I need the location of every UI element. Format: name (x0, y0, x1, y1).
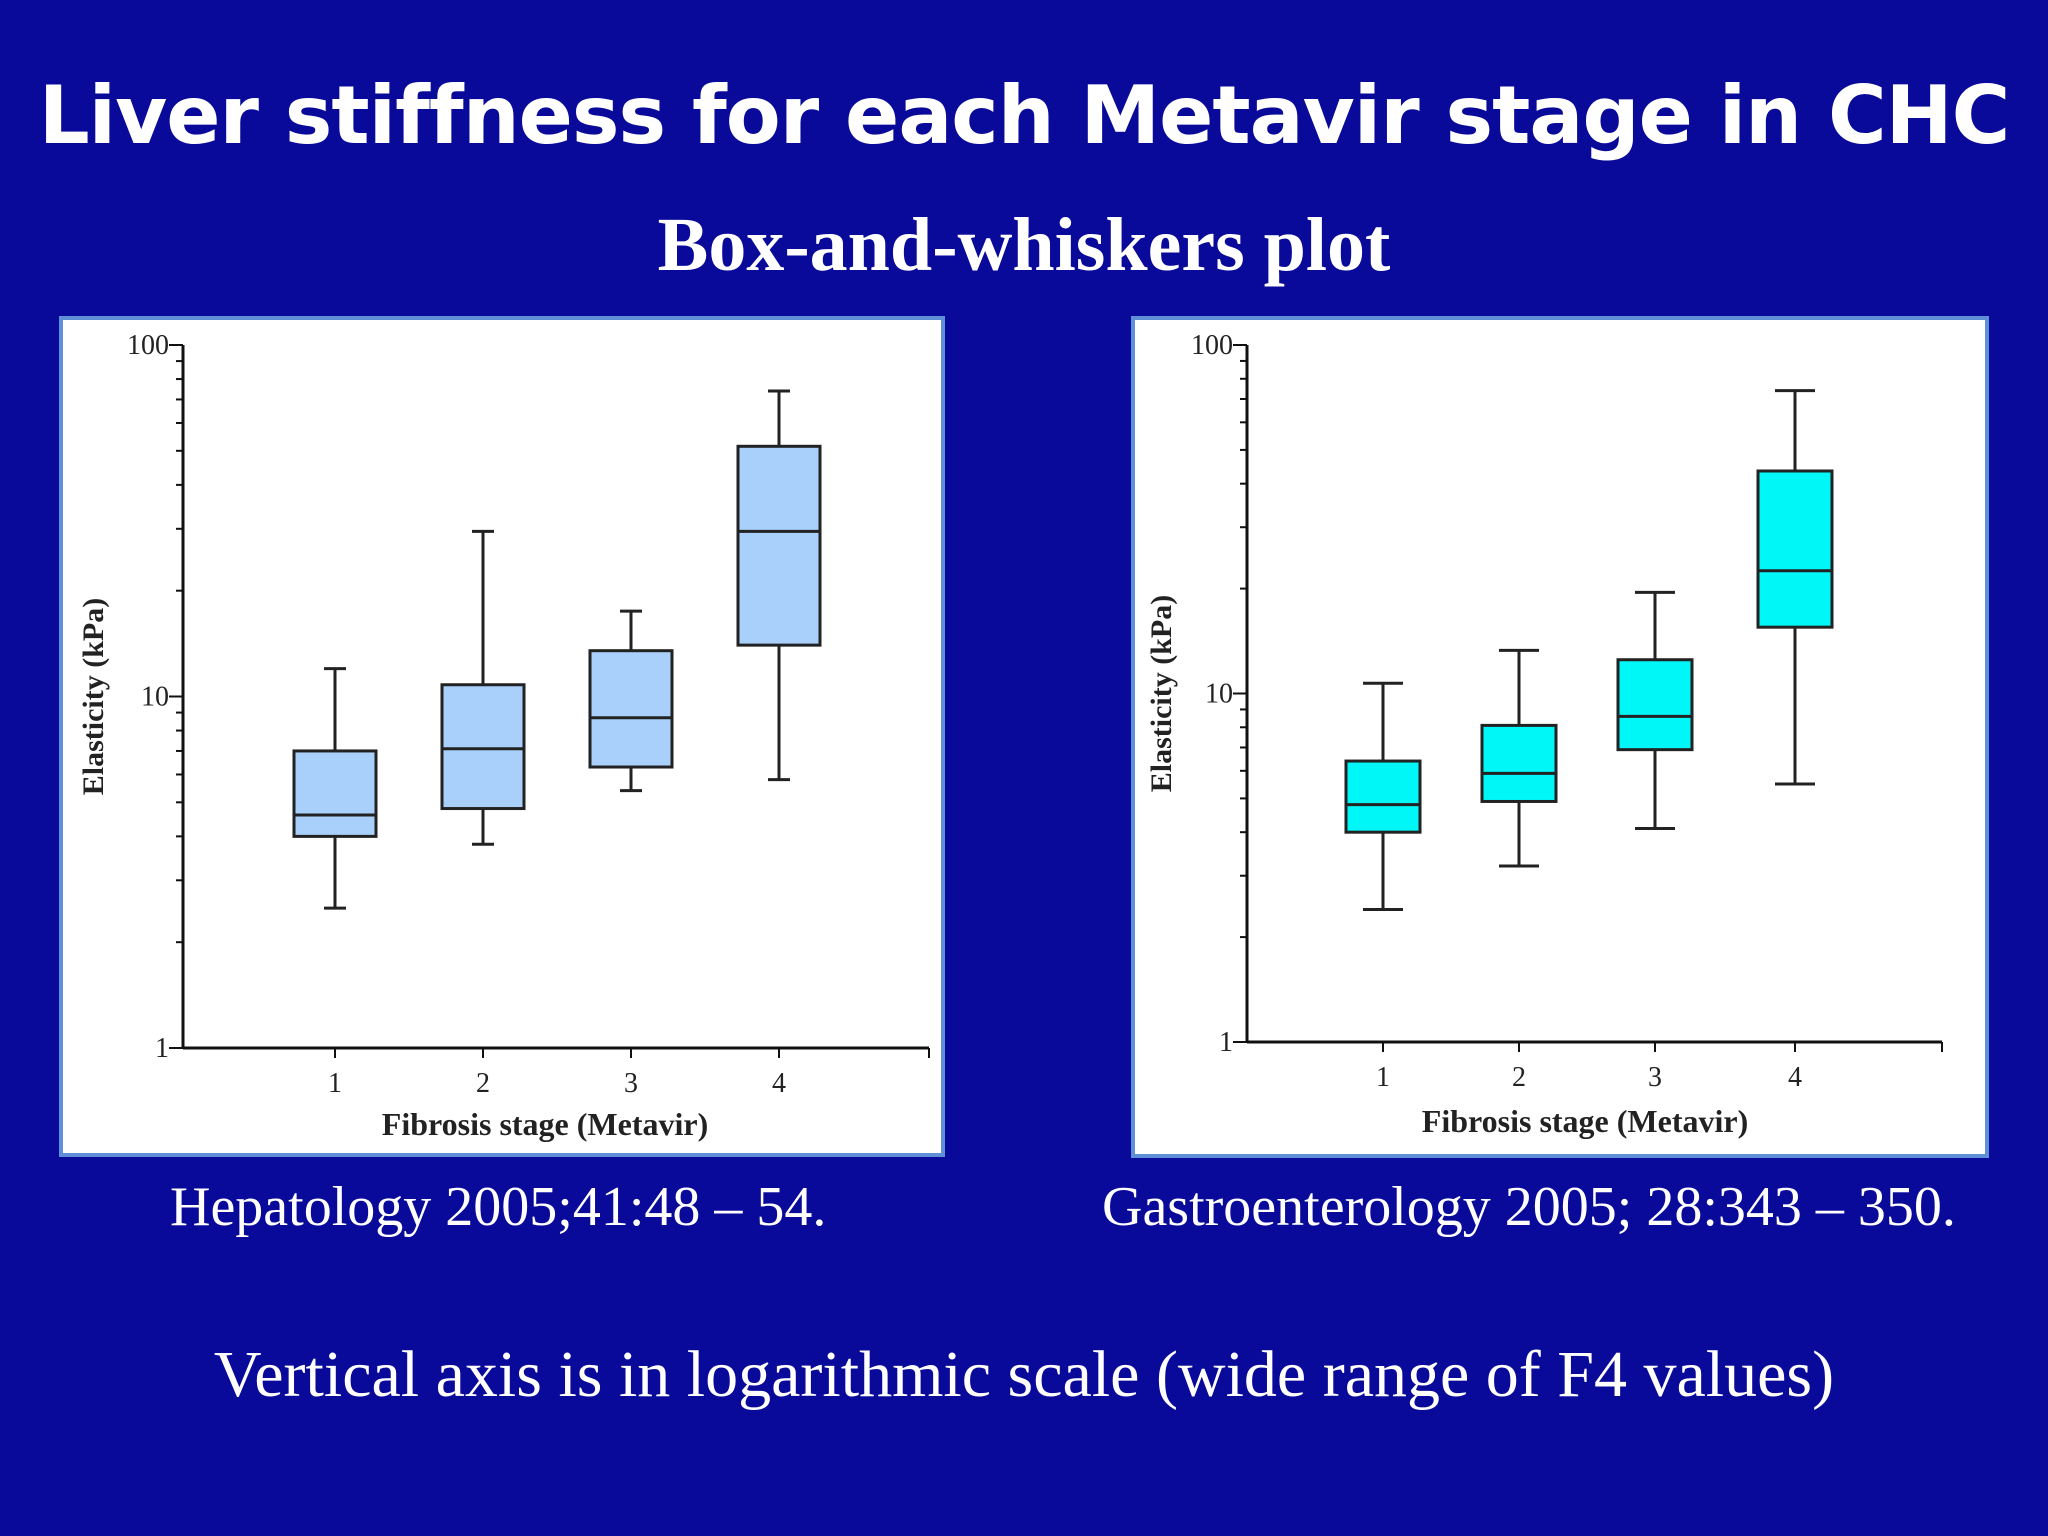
slide-title: Liver stiffness for each Metavir stage i… (38, 69, 2011, 162)
box-iqr (1344, 759, 1422, 834)
y-tick-label: 10 (141, 682, 169, 713)
box-iqr (588, 649, 674, 769)
x-tick-label: 2 (476, 1068, 490, 1099)
box-iqr (440, 683, 526, 811)
citation-hepatology: Hepatology 2005;41:48 – 54. (170, 1176, 827, 1238)
x-tick-label: 1 (1376, 1062, 1390, 1093)
y-tick-label: 100 (127, 330, 169, 361)
box-plot-hepatology: 1 10 100 Elasticity (kPa) 1 2 3 4 Fibrosis stage… (77, 330, 930, 1142)
box-iqr (1616, 658, 1694, 752)
y-axis-title: Elasticity (kPa) (77, 598, 110, 795)
y-axis-title: Elasticity (kPa) (1145, 595, 1178, 792)
footnote: Vertical axis is in logarithmic scale (w… (213, 1338, 1835, 1411)
x-tick-label: 2 (1512, 1062, 1526, 1093)
box-iqr (736, 444, 822, 647)
x-axis-title: Fibrosis stage (Metavir) (1422, 1103, 1748, 1139)
x-tick-label: 4 (1788, 1062, 1802, 1093)
citation-gastroenterology: Gastroenterology 2005; 28:343 – 350. (1102, 1176, 1956, 1238)
box-iqr (1480, 723, 1558, 803)
y-tick-label: 10 (1205, 679, 1233, 710)
x-axis-title: Fibrosis stage (Metavir) (382, 1106, 708, 1142)
chart-panel-hepatology: 1 10 100 Elasticity (kPa) 1 2 3 4 Fibrosis stage… (59, 316, 945, 1157)
box-iqr (292, 749, 378, 838)
box-plot-gastroenterology: 1 10 100 Elasticity (kPa) 1 2 3 4 Fibrosis stage… (1145, 330, 1943, 1139)
box-iqr (1756, 469, 1834, 629)
x-tick-label: 3 (1648, 1062, 1662, 1093)
y-tick-label: 1 (155, 1033, 169, 1064)
x-tick-label: 4 (772, 1068, 786, 1099)
y-tick-label: 100 (1191, 330, 1233, 361)
y-tick-label: 1 (1219, 1027, 1233, 1058)
x-tick-label: 1 (328, 1068, 342, 1099)
x-tick-label: 3 (624, 1068, 638, 1099)
slide-subtitle: Box-and-whiskers plot (657, 203, 1391, 287)
chart-panel-gastroenterology: 1 10 100 Elasticity (kPa) 1 2 3 4 Fibrosis stage… (1131, 316, 1989, 1158)
